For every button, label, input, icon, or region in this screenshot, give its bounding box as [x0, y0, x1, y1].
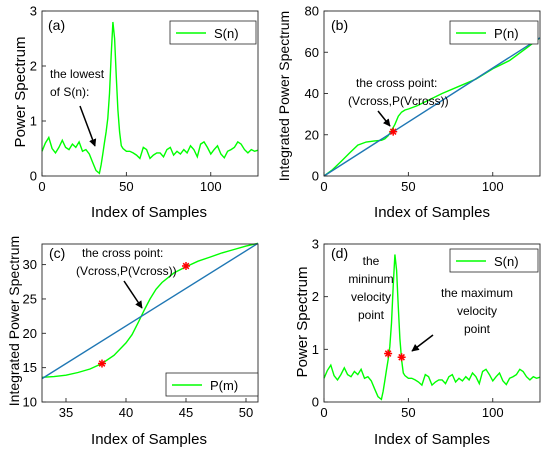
panel-b-ytick-label: 0 [312, 169, 319, 184]
panel-d-annotation-max-arrow [411, 334, 434, 352]
panel-d-xtick-label: 50 [401, 405, 415, 420]
panel-c-marker-1 [98, 359, 106, 368]
panel-c-legend-box [165, 372, 259, 397]
panel-b-annotation: the cross point: (Vcross,P(Vcross)) [348, 76, 449, 127]
panel-d-xtick-label: 100 [482, 405, 504, 420]
panel-b-marker-1 [389, 127, 398, 136]
panel-d-label: (d) [331, 245, 348, 261]
panel-b-annotation-line-2: (Vcross,P(Vcross)) [348, 94, 449, 108]
panel-b-xtick-label: 0 [320, 179, 327, 194]
panel-b-legend-entry: P(n) [494, 26, 519, 41]
panel-a-label: (a) [48, 17, 65, 33]
panel-d-annotation-min-line-2: mininum [348, 272, 393, 286]
panel-b-annotation-line-1: the cross point: [356, 76, 437, 90]
panel-c-axes-box [41, 243, 259, 403]
panel-a-xtick-label: 0 [38, 179, 45, 194]
panel-c-annotation-line-2: (Vcross,P(Vcross)) [76, 264, 177, 278]
panel-b-xlabel: Index of Samples [374, 204, 490, 221]
panel-a: 0 50 100 0 1 2 3 (a) Index of Samples Power Sp… [12, 4, 259, 221]
panel-a-ylabel: Power Spectrum [12, 37, 29, 148]
panel-d-ytick-label: 3 [312, 237, 319, 252]
panel-c-ytick-label: 10 [23, 395, 37, 410]
panel-c-plot-area: 35 40 45 50 10 15 20 25 30 [23, 242, 259, 420]
panel-c-xlabel: Index of Samples [91, 431, 207, 448]
panel-a-legend: S(n) [169, 20, 257, 45]
panel-c-annotation-line-1: the cross point: [82, 246, 163, 260]
panel-d: 0 50 100 0 1 2 3 (d) Index of Samples Power Sp… [294, 237, 541, 448]
panel-a-axes-box [41, 10, 259, 177]
panel-d-marker-1 [384, 349, 393, 358]
panel-a-annotation: the lowest of S(n): [50, 67, 105, 147]
panel-c-legend-entry: P(m) [210, 378, 238, 393]
panel-c-annotation-arrow [123, 280, 143, 309]
panel-d-plot-area: 0 50 100 0 1 2 3 [312, 237, 541, 420]
panel-d-axes-box [323, 243, 541, 403]
panel-d-annotation-min-line-4: point [358, 308, 385, 322]
panel-d-series-1 [323, 254, 541, 401]
panel-a-legend-box [169, 20, 257, 45]
panel-d-legend-box [449, 248, 539, 273]
panel-d-annotation-max-line-1: the maximum [441, 286, 513, 300]
panel-d-annotation-min-line-1: the [363, 254, 380, 268]
panel-b-ytick-label: 60 [305, 45, 319, 60]
panel-d-annotation-max-line-3: point [464, 322, 491, 336]
panel-c-ytick-label: 20 [23, 326, 37, 341]
panel-d-ytick-label: 0 [312, 395, 319, 410]
panel-a-plot-area: 0 50 100 0 1 2 3 [30, 4, 259, 194]
panel-a-ytick-label: 0 [30, 169, 37, 184]
panel-c-ytick-label: 25 [23, 291, 37, 306]
panel-d-ytick-label: 1 [312, 342, 319, 357]
panel-a-ytick-label: 1 [30, 114, 37, 129]
panel-a-xtick-label: 100 [200, 179, 222, 194]
panel-c-label: (c) [49, 245, 65, 261]
panel-b-legend: P(n) [449, 20, 539, 45]
panel-d-ytick-label: 2 [312, 289, 319, 304]
panel-c-ylabel: Integrated Power Spectrum [6, 236, 22, 406]
panel-a-xtick-label: 50 [119, 179, 133, 194]
panel-c-xtick-label: 50 [239, 405, 253, 420]
panel-d-xlabel: Index of Samples [374, 431, 490, 448]
panel-d-marker-2 [397, 353, 406, 362]
panel-b: 0 50 100 0 20 40 60 80 (b) Index of Samples Int… [276, 4, 541, 221]
panel-c-ytick-label: 30 [23, 257, 37, 272]
panel-d-xtick-label: 0 [320, 405, 327, 420]
panel-b-ytick-label: 40 [305, 86, 319, 101]
panel-d-ylabel: Power Spectrum [294, 267, 311, 378]
panel-a-xlabel: Index of Samples [91, 204, 207, 221]
panel-c-marker-2 [182, 261, 190, 270]
panel-b-ytick-label: 80 [305, 4, 319, 19]
panel-c-ytick-label: 15 [23, 360, 37, 375]
panel-d-annotation-min: the mininum velocity point [348, 254, 393, 322]
panel-a-ytick-label: 3 [30, 4, 37, 19]
panel-a-legend-entry: S(n) [214, 26, 239, 41]
panel-a-ytick-label: 2 [30, 59, 37, 74]
panel-c-xtick-label: 40 [119, 405, 133, 420]
panel-b-xtick-label: 50 [401, 179, 415, 194]
panel-a-annotation-arrow [79, 105, 97, 147]
panel-a-series-1 [41, 21, 259, 175]
panel-b-xtick-label: 100 [482, 179, 504, 194]
panel-b-ylabel: Integrated Power Spectrum [276, 11, 292, 181]
panel-c-legend: P(m) [165, 372, 259, 397]
panel-d-annotation-max-line-2: velocity [457, 304, 497, 318]
panel-d-legend: S(n) [449, 248, 539, 273]
panel-b-legend-box [449, 20, 539, 45]
panel-a-annotation-line-2: of S(n): [50, 85, 89, 99]
panel-b-ytick-label: 20 [305, 127, 319, 142]
panel-c-annotation: the cross point: (Vcross,P(Vcross)) [76, 246, 177, 309]
panel-d-legend-entry: S(n) [494, 254, 519, 269]
panel-c-xtick-label: 45 [179, 405, 193, 420]
panel-d-annotation-min-line-3: velocity [351, 290, 391, 304]
panel-b-label: (b) [331, 17, 348, 33]
panel-b-series-2 [323, 37, 541, 177]
panel-c-xtick-label: 35 [59, 405, 73, 420]
panel-b-plot-area: 0 50 100 0 20 40 60 80 [305, 4, 541, 194]
panel-b-annotation-arrow [377, 110, 391, 127]
panel-d-annotation-max: the maximum velocity point [411, 286, 513, 352]
panel-c-series-1 [41, 242, 259, 378]
panel-a-annotation-line-1: the lowest [50, 67, 105, 81]
panel-c-series-2 [41, 242, 259, 380]
